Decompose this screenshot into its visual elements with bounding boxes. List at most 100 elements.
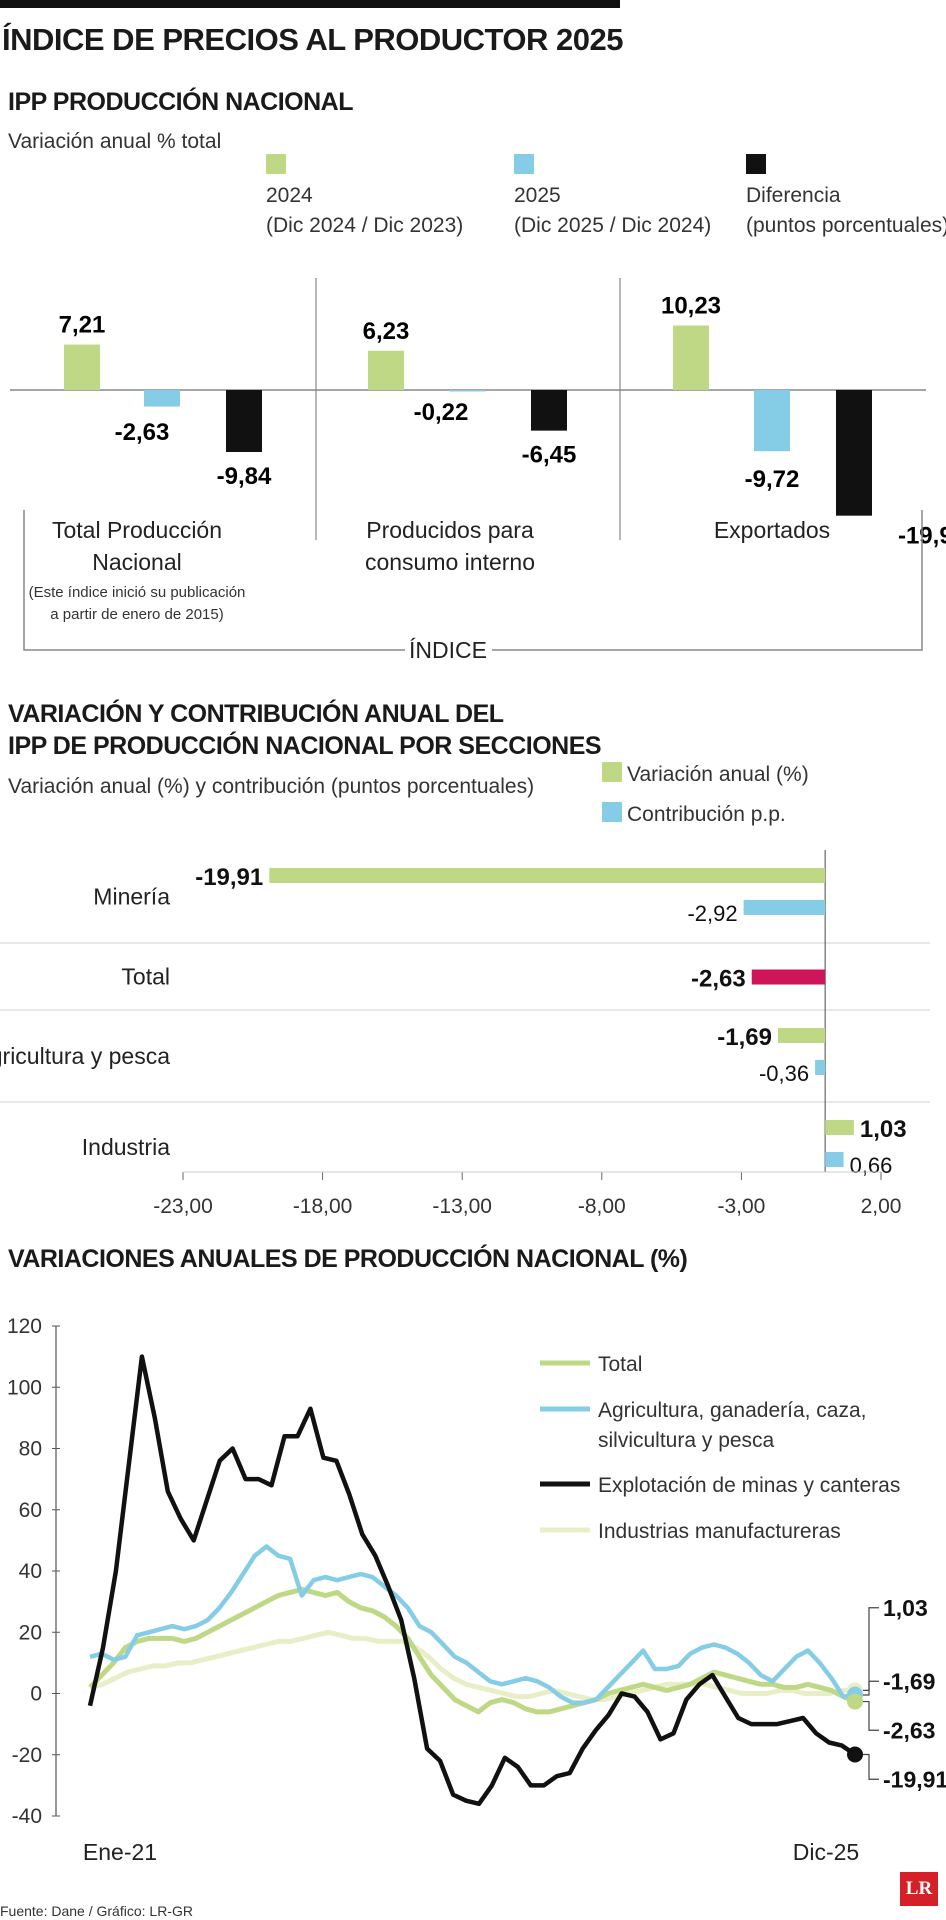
section2-heading-line2: IPP DE PRODUCCIÓN NACIONAL POR SECCIONES <box>8 732 602 760</box>
category-name: Total Producción <box>52 517 222 543</box>
series-line <box>88 1586 856 1715</box>
series-end-marker <box>847 1693 863 1710</box>
x-tick-label: -13,00 <box>432 1195 492 1218</box>
section1-heading: IPP PRODUCCIÓN NACIONAL <box>8 88 354 116</box>
x-end-label: Dic-25 <box>793 1839 859 1865</box>
bar-value-label: -2,63 <box>691 966 746 993</box>
end-label-leader <box>863 1680 879 1696</box>
section2-subtitle: Variación anual (%) y contribución (punt… <box>8 775 535 798</box>
y-tick-label: -20 <box>12 1744 42 1767</box>
legend-detail: (puntos porcentuales) <box>746 214 946 237</box>
series-line <box>89 1544 856 1705</box>
bar <box>754 390 790 452</box>
category-name: Producidos para <box>366 517 534 543</box>
bar-value-label: -9,84 <box>217 463 272 490</box>
section2-heading-line1: VARIACIÓN Y CONTRIBUCIÓN ANUAL DEL <box>8 700 504 728</box>
row-label: Minería <box>93 884 170 910</box>
bar-value-label: -0,36 <box>759 1061 809 1086</box>
series-end-label: -19,91 <box>883 1766 946 1792</box>
legend-label: Diferencia <box>746 184 841 207</box>
category-name: Exportados <box>714 517 830 543</box>
source-note: Fuente: Dane / Gráfico: LR-GR <box>0 1903 193 1919</box>
bar <box>836 390 872 516</box>
bar <box>815 1060 826 1075</box>
bar-value-label: 10,23 <box>661 293 721 320</box>
y-tick-label: 120 <box>7 1315 42 1338</box>
bar <box>368 350 404 390</box>
bar-value-label: -0,22 <box>414 399 469 426</box>
series-line <box>89 1629 856 1703</box>
legend-detail: (Dic 2025 / Dic 2024) <box>514 214 711 237</box>
x-tick-label: 2,00 <box>861 1195 902 1218</box>
legend-label: Agricultura, ganadería, caza, <box>598 1399 867 1422</box>
bar <box>673 325 709 390</box>
bar <box>825 1120 854 1135</box>
x-tick-label: -18,00 <box>293 1195 353 1218</box>
chart-ipp-bars: 2024 (Dic 2024 / Dic 2023) 2025 (Dic 2025 /… <box>10 154 946 663</box>
category-name: consumo interno <box>365 549 535 575</box>
legend-label: Total <box>598 1353 642 1376</box>
top-rule <box>0 0 620 8</box>
section3-heading: VARIACIONES ANUALES DE PRODUCCIÓN NACION… <box>8 1245 688 1273</box>
series-line <box>87 1354 857 1807</box>
y-tick-label: 60 <box>19 1499 42 1522</box>
bar-value-label: 1,03 <box>860 1116 907 1143</box>
series-end-label: 1,03 <box>883 1595 928 1621</box>
y-tick-label: 100 <box>7 1376 42 1399</box>
section1-subtitle: Variación anual % total <box>8 130 222 153</box>
end-label-leader <box>863 1607 879 1691</box>
bar <box>449 390 485 392</box>
legend-swatch <box>746 154 766 174</box>
legend-label: Industrias manufactureras <box>598 1520 841 1543</box>
index-bracket <box>23 510 923 651</box>
category-name: Nacional <box>92 549 182 575</box>
bar-value-label: -19,91 <box>195 864 263 891</box>
bar-value-label: -2,92 <box>687 901 737 926</box>
bar <box>751 969 826 985</box>
chart-variaciones-lines: -40 -20 0 20 40 60 80 100 120 Ene-21 Dic-25 1,03 -1,… <box>7 1315 946 1865</box>
row-label: Total <box>121 964 170 990</box>
chart-secciones-bars: Variación anual (%) Contribución p.p. Mine… <box>0 762 930 1218</box>
legend-swatch <box>602 802 622 822</box>
legend-swatch <box>266 154 286 174</box>
bar-value-label: -9,72 <box>745 466 800 493</box>
series-end-label: -2,63 <box>883 1717 935 1743</box>
page-title: ÍNDICE DE PRECIOS AL PRODUCTOR 2025 <box>2 22 624 57</box>
lr-logo: LR <box>900 1872 938 1906</box>
x-start-label: Ene-21 <box>83 1839 157 1865</box>
legend-label: 2025 <box>514 184 561 207</box>
bar-value-label: 7,21 <box>59 312 106 339</box>
legend-label: silvicultura y pesca <box>598 1429 775 1452</box>
bar-value-label: 0,66 <box>850 1153 893 1178</box>
legend-swatch <box>514 154 534 174</box>
y-tick-label: -40 <box>12 1805 42 1828</box>
bar-value-label: 6,23 <box>363 318 410 345</box>
row-label: Industria <box>82 1134 170 1160</box>
legend-label: Contribución p.p. <box>627 803 786 826</box>
bar-value-label: -2,63 <box>115 419 170 446</box>
x-tick-label: -8,00 <box>578 1195 626 1218</box>
bar <box>531 390 567 431</box>
end-label-leader <box>863 1753 879 1780</box>
bar-value-label: -6,45 <box>522 442 577 469</box>
series-end-marker <box>847 1746 863 1763</box>
y-tick-label: 80 <box>19 1438 42 1461</box>
index-label: ÍNDICE <box>409 637 487 663</box>
end-label-leader <box>863 1700 879 1731</box>
y-tick-label: 0 <box>30 1683 42 1706</box>
bar <box>777 1028 826 1043</box>
bar <box>743 900 826 915</box>
y-tick-label: 20 <box>19 1621 42 1644</box>
bar <box>825 1152 844 1167</box>
legend-label: Explotación de minas y canteras <box>598 1474 900 1497</box>
bar <box>64 344 100 390</box>
legend-label: 2024 <box>266 184 313 207</box>
series-end-label: -1,69 <box>883 1668 935 1694</box>
bar <box>269 868 826 883</box>
bar-value-label: -1,69 <box>717 1024 772 1051</box>
category-note: (Este índice inició su publicación <box>29 584 246 601</box>
legend-swatch <box>602 762 622 782</box>
legend-label: Variación anual (%) <box>627 763 809 786</box>
category-note: a partir de enero de 2015) <box>50 606 223 623</box>
row-label: Agricultura y pesca <box>0 1043 170 1069</box>
